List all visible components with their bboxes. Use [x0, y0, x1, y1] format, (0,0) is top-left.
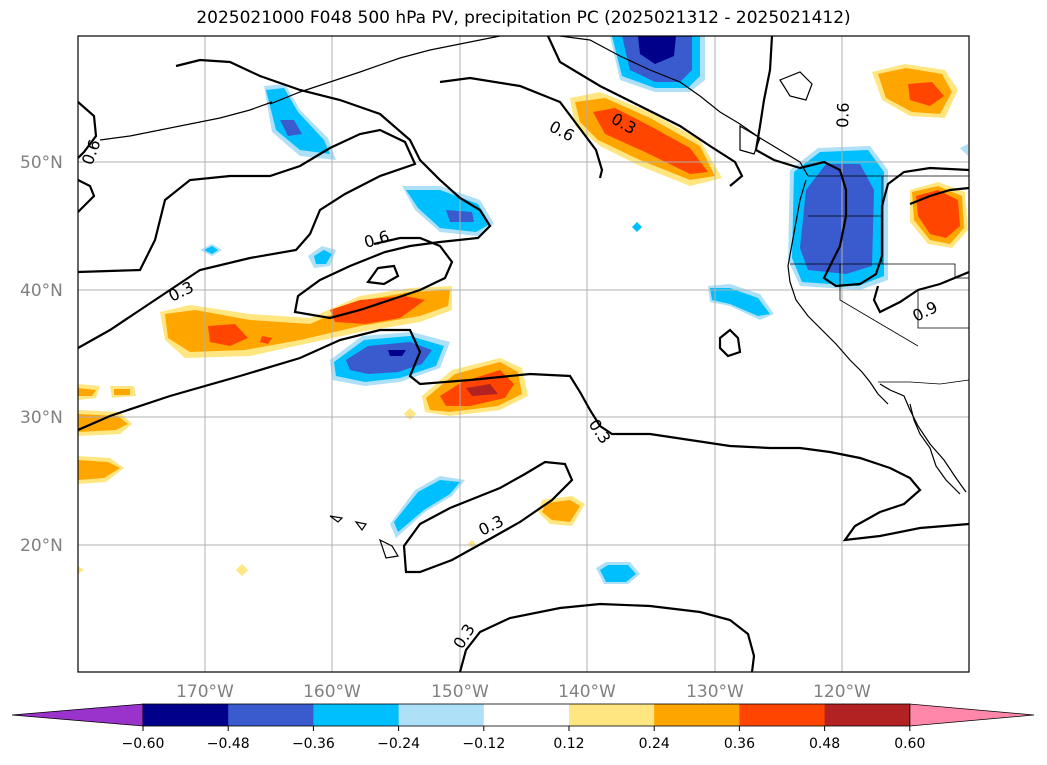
lat-label: 40°N [20, 281, 63, 301]
lat-label: 50°N [20, 153, 63, 173]
latitude-labels: 50°N 40°N 30°N 20°N [20, 153, 63, 556]
colorbar-frame [142, 703, 911, 727]
pv-label: 0.6 [78, 137, 105, 167]
colorbar-extend-min [11, 703, 144, 727]
pv-label: 0.3 [475, 511, 506, 539]
pv-label: 0.3 [165, 277, 196, 305]
colorbar-segment [824, 704, 911, 726]
lon-label: 170°W [176, 682, 234, 702]
colorbar-tick-label: −0.48 [207, 736, 250, 752]
longitude-labels: 170°W 160°W 150°W 140°W 130°W 120°W [176, 682, 871, 702]
colorbar-segment [398, 704, 485, 726]
precip-positive-areas [78, 64, 968, 576]
precip-negative-areas [200, 36, 968, 584]
lat-label: 30°N [20, 408, 63, 428]
colorbar-tick-label: −0.12 [462, 736, 505, 752]
lon-label: 130°W [686, 682, 744, 702]
colorbar-tick-label: 0.36 [724, 736, 755, 752]
graticule [78, 36, 969, 672]
colorbar-segment [654, 704, 740, 726]
colorbar-tick-label: −0.36 [292, 736, 335, 752]
pv-contours [78, 36, 969, 672]
colorbar-tick-label: 0.60 [894, 736, 925, 752]
colorbar-segment [313, 704, 400, 726]
lat-label: 20°N [20, 536, 63, 556]
colorbar-segment [739, 704, 826, 726]
colorbar-tick-label: 0.48 [809, 736, 840, 752]
colorbar-tick-label: 0.12 [553, 736, 584, 752]
pv-label: 0.6 [833, 102, 853, 128]
colorbar-segment [483, 704, 570, 726]
pv-label: 0.3 [585, 416, 615, 448]
colorbar-tick-label: −0.60 [122, 736, 165, 752]
colorbar-tick-label: −0.24 [377, 736, 420, 752]
colorbar-segment [143, 704, 229, 726]
lon-label: 160°W [303, 682, 361, 702]
colorbar-extend-max [909, 703, 1035, 727]
map-frame [77, 35, 970, 673]
lon-label: 120°W [813, 682, 871, 702]
pv-label: 0.3 [449, 620, 479, 652]
pv-label: 0.6 [362, 227, 392, 252]
pv-label: 0.9 [909, 297, 940, 325]
pv-label: 0.6 [546, 117, 577, 146]
colorbar-tick-label: 0.24 [639, 736, 670, 752]
lon-label: 140°W [558, 682, 616, 702]
map-title: 2025021000 F048 500 hPa PV, precipitatio… [196, 8, 851, 28]
colorbar: −0.60 −0.48 −0.36 −0.24 −0.12 0.12 0.24 0.36 0.4… [11, 703, 1035, 752]
lon-label: 150°W [431, 682, 489, 702]
colorbar-segment [228, 704, 314, 726]
colorbar-segment [569, 704, 655, 726]
